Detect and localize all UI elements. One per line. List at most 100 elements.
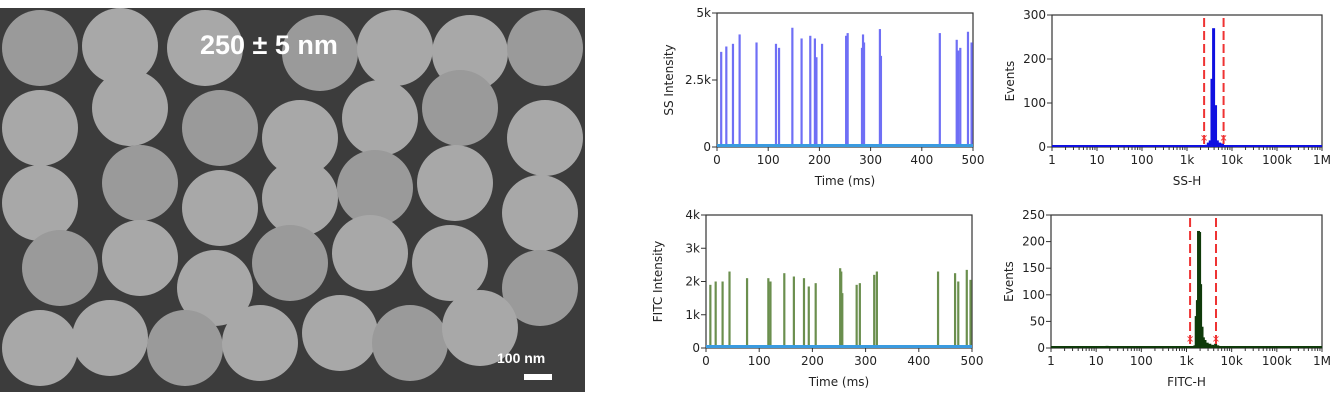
data-bar [846,33,849,147]
x-tick-label: 1M [1313,354,1331,368]
x-axis-label: FITC-H [1167,375,1206,389]
y-axis-label: Events [1002,261,1016,302]
x-tick-label: 1M [1313,153,1331,167]
chart-ss-hist: × × 1 10 100 1k 10k 100k 1M 0 100 200 300 SS-H Events [1003,8,1331,188]
y-tick-label: 100 [1022,288,1045,302]
y-tick-label: 200 [1023,52,1046,66]
y-tick-label: 3k [685,241,700,255]
data-bar [731,43,735,147]
data-bar [1210,78,1214,147]
nanoparticle [222,305,298,381]
data-bar [769,281,772,348]
y-tick-label: 50 [1030,314,1045,328]
data-bar [745,278,749,348]
plot-area [1050,214,1323,349]
data-bar [862,42,866,148]
y-tick-label: 2k [685,275,700,289]
plot-area [716,12,974,148]
data-bar [845,35,848,147]
x-tick-label: 300 [854,354,877,368]
y-tick-label: 0 [703,140,711,154]
x-tick-label: 100k [1262,354,1292,368]
y-tick-label: 2.5k [685,73,711,87]
data-bar [858,283,861,348]
y-tick-label: 0 [1037,341,1045,355]
data-bar [953,273,957,348]
x-tick-label: 100k [1262,153,1292,167]
y-tick-label: 1k [685,308,700,322]
data-bar [720,51,723,147]
data-bar [841,293,844,348]
nanoparticle [182,90,258,166]
nanoparticle [102,220,178,296]
y-tick-label: 250 [1022,208,1045,222]
data-bar [1206,142,1210,147]
data-bar [815,57,818,147]
y-axis-label: SS Intensity [662,44,676,115]
data-bar [1214,105,1218,147]
x-tick-label: 300 [859,153,882,167]
data-bar [807,286,810,348]
x-tick-label: 10k [1221,354,1243,368]
x-axis-label: Time (ms) [814,174,876,188]
data-bar [855,284,858,348]
data-bar [1199,284,1203,348]
data-bar [1212,28,1216,148]
x-tick-label: 1k [1179,354,1194,368]
chart-fitc-hist: × × 1 10 100 1k 10k 100k 1M 0 50 100 150 200 250 FITC-H… [1002,208,1331,389]
nanoparticle [22,230,98,306]
particle-size-label: 250 ± 5 nm [200,30,338,60]
nanoparticle [507,10,583,86]
data-bar [800,38,803,147]
data-bar [813,38,816,147]
data-bar [1205,342,1209,348]
nanoparticle [262,100,338,176]
x-tick-label: 200 [808,153,831,167]
nanoparticle [502,250,578,326]
x-tick-label: 10 [1089,354,1104,368]
nanoparticle [442,290,518,366]
gate-marker: × [1212,334,1220,345]
x-tick-label: 1k [1180,153,1195,167]
x-axis-label: SS-H [1173,174,1202,188]
nanoparticle [332,215,408,291]
data-bar [957,50,960,147]
y-axis-label: FITC Intensity [651,241,665,323]
x-tick-label: 100 [748,354,771,368]
nanoparticle [372,305,448,381]
nanoparticle [102,145,178,221]
x-tick-label: 100 [1130,354,1153,368]
x-tick-label: 100 [757,153,780,167]
nanoparticle [302,295,378,371]
y-tick-label: 150 [1022,261,1045,275]
x-tick-label: 10 [1089,153,1104,167]
sem-micrograph: 250 ± 5 nm 100 nm [0,8,585,392]
chart-ss-time: 0 100 200 300 400 500 0 2.5k 5k Time (ms) SS Inten… [662,6,984,188]
plot-area [705,214,973,349]
data-bar [1218,142,1222,147]
data-bar [777,47,781,148]
y-tick-label: 5k [696,6,711,20]
x-tick-label: 200 [801,354,824,368]
data-bar [965,269,968,348]
data-bar [709,284,712,348]
data-bar [873,274,876,348]
data-bar [792,276,795,348]
data-bar [1214,343,1218,348]
y-tick-label: 0 [1038,140,1046,154]
data-bar [738,34,741,147]
data-bar [783,273,786,348]
data-bar [959,47,962,148]
nanoparticle [2,310,78,386]
nanoparticle [182,170,258,246]
gate-marker: × [1200,133,1208,144]
nanoparticle [252,225,328,301]
data-bar [1208,140,1212,147]
gate-marker: × [1186,334,1194,345]
y-tick-label: 0 [692,341,700,355]
nanoparticle [72,300,148,376]
data-bar [1203,340,1207,348]
scale-bar [524,374,552,380]
nanoparticle [2,165,78,241]
